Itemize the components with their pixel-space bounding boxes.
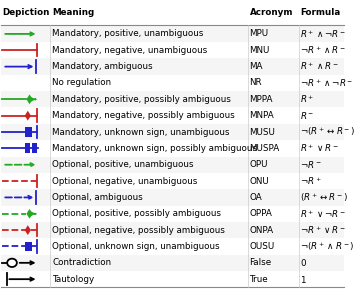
Text: MPU: MPU	[249, 29, 269, 38]
Bar	[1, 157, 344, 173]
Text: $R^+ \wedge R^-$: $R^+ \wedge R^-$	[300, 61, 339, 73]
Bar	[1, 75, 344, 91]
Bar	[1, 107, 344, 124]
Text: Optional, ambiguous: Optional, ambiguous	[52, 193, 143, 202]
Text: Depiction: Depiction	[3, 8, 50, 17]
Polygon shape	[25, 225, 31, 235]
Text: $\neg(R^+ \leftrightarrow R^-)$: $\neg(R^+ \leftrightarrow R^-)$	[300, 126, 356, 138]
Text: Optional, negative, unambiguous: Optional, negative, unambiguous	[52, 177, 198, 186]
Text: No regulation: No regulation	[52, 78, 111, 87]
Text: $\neg R^+ \wedge R^-$: $\neg R^+ \wedge R^-$	[300, 44, 347, 56]
Bar	[1, 189, 344, 206]
Bar	[1, 140, 344, 157]
Bar	[1, 238, 344, 255]
Text: $(R^+ \leftrightarrow R^-)$: $(R^+ \leftrightarrow R^-)$	[300, 191, 348, 204]
Text: Mandatory, positive, unambiguous: Mandatory, positive, unambiguous	[52, 29, 203, 38]
Text: Mandatory, negative, possibly ambiguous: Mandatory, negative, possibly ambiguous	[52, 111, 235, 120]
Text: MPPA: MPPA	[249, 95, 273, 104]
Text: NR: NR	[249, 78, 262, 87]
Text: $R^-$: $R^-$	[300, 110, 315, 121]
Text: Mandatory, unknown sign, unambiguous: Mandatory, unknown sign, unambiguous	[52, 128, 230, 136]
Bar	[1, 124, 344, 140]
Bar	[1, 271, 344, 287]
Text: Optional, unknown sign, unambiguous: Optional, unknown sign, unambiguous	[52, 242, 220, 251]
Text: MNPA: MNPA	[249, 111, 274, 120]
Text: $R^+$: $R^+$	[300, 94, 315, 105]
Text: Mandatory, negative, unambiguous: Mandatory, negative, unambiguous	[52, 46, 207, 55]
Bar	[1, 222, 344, 238]
Text: $0$: $0$	[300, 257, 307, 268]
Text: Mandatory, ambiguous: Mandatory, ambiguous	[52, 62, 153, 71]
Text: $1$: $1$	[300, 274, 307, 285]
Text: Meaning: Meaning	[52, 8, 94, 17]
Polygon shape	[27, 94, 33, 104]
Bar	[1, 26, 344, 42]
Circle shape	[7, 259, 17, 267]
Text: Contradiction: Contradiction	[52, 258, 111, 267]
Text: Acronym: Acronym	[249, 8, 293, 17]
Text: Mandatory, positive, possibly ambiguous: Mandatory, positive, possibly ambiguous	[52, 95, 231, 104]
Bar	[1, 42, 344, 58]
Bar	[1, 91, 344, 107]
Text: Formula: Formula	[300, 8, 341, 17]
Text: OA: OA	[249, 193, 262, 202]
Text: MUSPA: MUSPA	[249, 144, 280, 153]
Text: $\neg R^+ \wedge \neg R^-$: $\neg R^+ \wedge \neg R^-$	[300, 77, 354, 89]
Text: OUSU: OUSU	[249, 242, 275, 251]
Text: $R^+ \vee \neg R^-$: $R^+ \vee \neg R^-$	[300, 208, 347, 220]
Text: MA: MA	[249, 62, 263, 71]
Polygon shape	[32, 144, 37, 153]
Polygon shape	[25, 242, 32, 251]
Polygon shape	[25, 111, 31, 120]
Text: False: False	[249, 258, 272, 267]
Bar	[1, 255, 344, 271]
Text: True: True	[249, 275, 268, 284]
Bar	[1, 173, 344, 189]
Text: $R^+ \vee R^-$: $R^+ \vee R^-$	[300, 142, 339, 154]
Text: ONPA: ONPA	[249, 226, 274, 235]
Polygon shape	[25, 144, 30, 153]
Text: ONU: ONU	[249, 177, 269, 186]
Text: $\neg R^+ \vee R^-$: $\neg R^+ \vee R^-$	[300, 224, 347, 236]
Text: Mandatory, unknown sign, possibly ambiguous: Mandatory, unknown sign, possibly ambigu…	[52, 144, 257, 153]
Text: $R^+ \wedge \neg R^-$: $R^+ \wedge \neg R^-$	[300, 28, 347, 40]
Text: Optional, positive, unambiguous: Optional, positive, unambiguous	[52, 160, 194, 169]
Bar	[1, 58, 344, 75]
Text: $\neg R^-$: $\neg R^-$	[300, 159, 322, 170]
Text: $\neg(R^+ \wedge R^-)$: $\neg(R^+ \wedge R^-)$	[300, 240, 355, 253]
Text: Optional, negative, possibly ambiguous: Optional, negative, possibly ambiguous	[52, 226, 225, 235]
Text: Tautology: Tautology	[52, 275, 94, 284]
Text: MUSU: MUSU	[249, 128, 276, 136]
Bar	[1, 206, 344, 222]
Text: Optional, positive, possibly ambiguous: Optional, positive, possibly ambiguous	[52, 209, 221, 218]
Polygon shape	[25, 127, 32, 137]
Text: MNU: MNU	[249, 46, 270, 55]
Text: OPU: OPU	[249, 160, 268, 169]
Text: OPPA: OPPA	[249, 209, 272, 218]
Polygon shape	[27, 209, 33, 219]
Text: $\neg R^+$: $\neg R^+$	[300, 175, 322, 187]
